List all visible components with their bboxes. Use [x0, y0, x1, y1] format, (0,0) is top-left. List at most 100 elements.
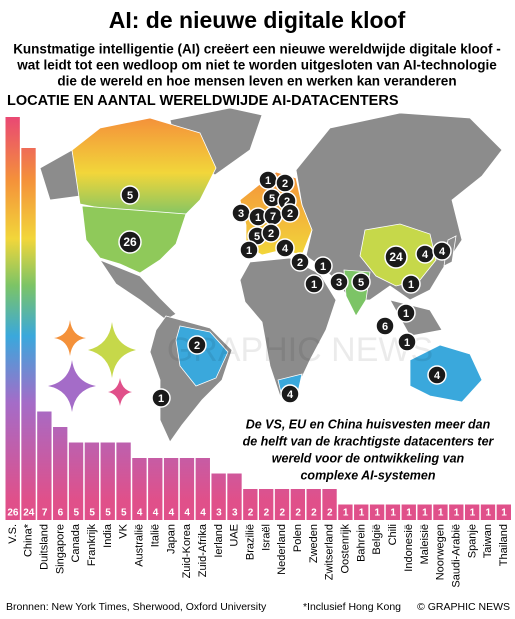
map-marker: [118, 230, 142, 254]
map-marker-label: 24: [389, 250, 403, 264]
bar: [179, 458, 195, 520]
category-label: Zwitserland: [324, 524, 336, 580]
title: AI: de nieuwe digitale kloof: [109, 7, 406, 33]
map-marker: [384, 245, 408, 269]
map-marker-label: 2: [268, 228, 274, 240]
map-marker-label: 5: [254, 231, 260, 243]
annotation-line: complexe AI-systemen: [300, 468, 435, 482]
bar-value-label: 5: [105, 508, 111, 519]
sparkle: [48, 360, 96, 412]
bar-value-label: 2: [311, 508, 317, 519]
map-marker-label: 5: [127, 190, 133, 202]
bar-value-label: 1: [422, 508, 428, 519]
annotation: De VS, EU en China huisvesten meer dan d…: [243, 417, 495, 482]
bar-value-label: 1: [343, 508, 349, 519]
map-marker: [427, 365, 447, 385]
category-label: Israël: [260, 524, 272, 551]
map-marker-label: 5: [269, 193, 275, 205]
category-label: Oostenrijk: [340, 524, 352, 574]
bar: [369, 504, 385, 520]
bar-value-label: 1: [438, 508, 444, 519]
map-marker-label: 4: [422, 249, 429, 261]
bar: [100, 442, 115, 520]
annotation-line: de helft van de krachtigste datacenters …: [243, 434, 495, 448]
world-map: [39, 107, 503, 443]
map-marker-label: 1: [158, 393, 164, 405]
category-label: Indonesië: [403, 524, 415, 572]
bar-value-label: 4: [153, 508, 159, 519]
sparkle: [88, 322, 136, 378]
map-marker-label: 7: [270, 211, 276, 223]
bar-value-label: 1: [359, 508, 365, 519]
bar-value-label: 26: [7, 508, 19, 519]
category-label: Chili: [387, 524, 399, 545]
map-marker-label: 1: [255, 212, 261, 224]
bar: [37, 411, 52, 520]
bar-value-label: 1: [406, 508, 412, 519]
map-marker-label: 2: [284, 196, 290, 208]
map-marker-label: 3: [238, 208, 244, 220]
bar: [385, 504, 401, 520]
bar: [195, 458, 210, 520]
category-label: Japan: [165, 524, 177, 554]
bar-value-label: 2: [295, 508, 301, 519]
bar-value-label: 1: [375, 508, 381, 519]
category-label: Spanje: [466, 524, 478, 558]
map-marker: [120, 185, 140, 205]
category-label: China*: [23, 523, 35, 557]
bar-value-label: 3: [216, 508, 222, 519]
category-label: V.S.: [7, 524, 19, 544]
bar-value-label: 2: [248, 508, 254, 519]
subtitle: wat leidt tot een wedloop om niet te wor…: [16, 58, 497, 73]
category-label: Australië: [134, 524, 146, 567]
map-marker: [375, 316, 395, 336]
map-marker-label: 1: [320, 261, 326, 273]
bar: [338, 504, 353, 520]
bar-value-label: 4: [137, 508, 143, 519]
bar: [290, 489, 306, 520]
map-marker-label: 2: [297, 257, 303, 269]
category-label: Singapore: [54, 524, 66, 574]
map-marker-label: 4: [287, 389, 294, 401]
map-marker: [275, 238, 295, 258]
map-marker-label: 1: [404, 337, 410, 349]
sparkles: [48, 320, 136, 412]
bar: [116, 442, 131, 520]
bar: [354, 504, 369, 520]
bar-value-label: 2: [279, 508, 285, 519]
category-label: Italië: [149, 524, 161, 547]
map-marker: [304, 274, 324, 294]
map-marker-label: 2: [287, 208, 293, 220]
map-marker: [313, 256, 333, 276]
map-marker-label: 4: [282, 243, 289, 255]
category-label: Polen: [292, 524, 304, 552]
bar-value-label: 5: [74, 508, 80, 519]
bar-value-label: 7: [42, 508, 48, 519]
bar: [68, 442, 84, 520]
bar-value-label: 2: [327, 508, 333, 519]
map-marker: [151, 388, 171, 408]
bar: [274, 489, 290, 520]
bar: [211, 473, 226, 520]
category-label: Maleisië: [419, 524, 431, 564]
map-marker-label: 26: [123, 235, 137, 249]
bar-value-label: 1: [501, 508, 507, 519]
map-marker: [396, 303, 416, 323]
bar: [496, 504, 511, 520]
map-marker-label: 4: [439, 246, 446, 258]
map-marker: [432, 241, 452, 261]
category-label: Bahrein: [355, 524, 367, 562]
annotation-line: wereld voor de ontwikkeling van: [272, 451, 465, 465]
bar-value-label: 1: [454, 508, 460, 519]
map-marker-label: 4: [434, 370, 441, 382]
bar: [401, 504, 416, 520]
category-label: Canada: [70, 523, 82, 562]
map-marker-label: 1: [403, 308, 409, 320]
bar: [243, 489, 258, 520]
category-label: Duitsland: [39, 524, 51, 570]
map-marker: [187, 335, 207, 355]
bar: [148, 458, 163, 520]
category-label: België: [371, 524, 383, 555]
